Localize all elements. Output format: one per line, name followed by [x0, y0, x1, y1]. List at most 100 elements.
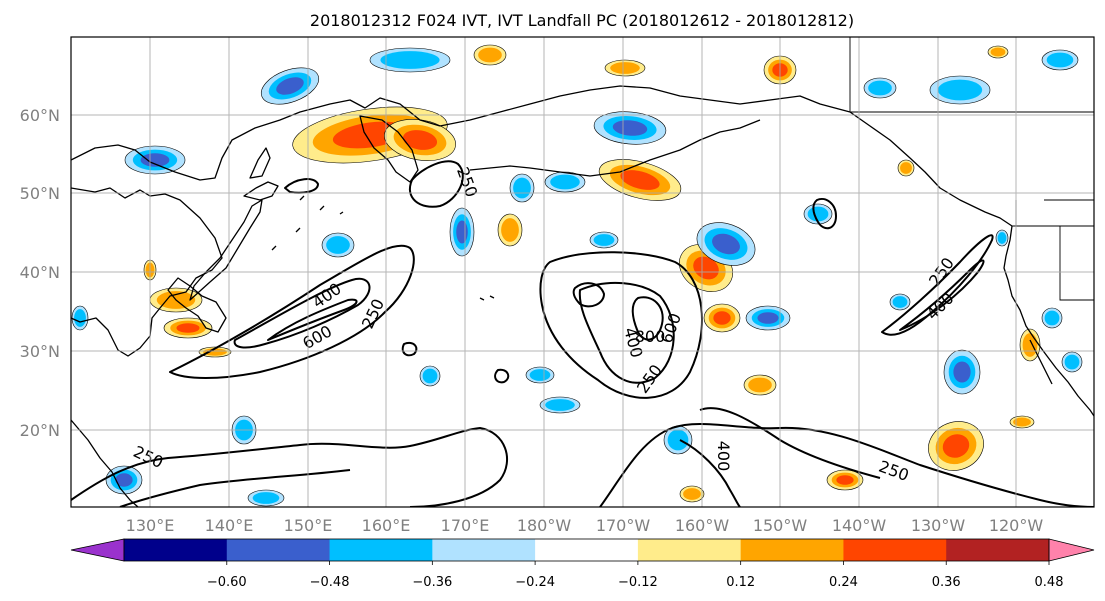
anomaly-shade — [990, 47, 1006, 57]
colorbar-extend-low — [70, 538, 125, 562]
anomaly-region — [679, 485, 705, 503]
lon-label: 160°E — [362, 516, 411, 535]
anomaly-shade — [513, 177, 531, 199]
lon-label: 120°W — [989, 516, 1044, 535]
anomaly-shade — [550, 174, 580, 190]
anomaly-shade — [900, 162, 912, 174]
anomaly-region — [929, 75, 991, 105]
anomaly-shade — [1022, 333, 1038, 357]
ivt-anomaly-fills — [71, 44, 1083, 507]
colorbar-tick-label: −0.24 — [515, 575, 555, 590]
anomaly-region — [260, 67, 320, 105]
colorbar-extend-high — [1048, 538, 1095, 562]
anomaly-shade — [1064, 354, 1080, 370]
anomaly-shade — [997, 232, 1007, 244]
anomaly-shade — [478, 47, 502, 63]
anomaly-shade — [610, 62, 640, 74]
anomaly-region — [663, 425, 693, 455]
anomaly-region — [1019, 328, 1041, 362]
anomaly-region — [826, 469, 864, 491]
anomaly-region — [604, 59, 646, 77]
anomaly-shade — [892, 296, 908, 308]
lat-label-50n: 50°N — [20, 184, 60, 203]
anomaly-region — [321, 232, 355, 258]
colorbar-segment — [843, 539, 947, 561]
anomaly-region — [449, 207, 475, 257]
colorbar-segment — [535, 539, 639, 561]
lon-label: 130°W — [911, 516, 966, 535]
anomaly-shade — [176, 323, 200, 333]
anomaly-shade — [1046, 52, 1074, 68]
anomaly-region — [163, 317, 213, 339]
anomaly-region — [696, 222, 756, 266]
lon-label: 170°E — [441, 516, 490, 535]
anomaly-shade — [868, 80, 892, 96]
anomaly-shade — [115, 473, 133, 487]
colorbar-segment — [637, 539, 742, 561]
anomaly-region — [598, 159, 682, 201]
anomaly-shade — [942, 434, 970, 458]
anomaly-region — [419, 365, 441, 387]
lon-label: 170°W — [596, 516, 651, 535]
anomaly-shade — [620, 170, 660, 190]
anomaly-shade — [252, 492, 280, 504]
anomaly-region — [369, 47, 451, 73]
anomaly-region — [803, 203, 833, 225]
lon-label: 180°W — [517, 516, 572, 535]
anomaly-shade — [140, 153, 170, 167]
anomaly-shade — [712, 233, 740, 255]
plot-frame — [70, 36, 1095, 508]
anomaly-shade — [693, 256, 719, 280]
anomaly-shade — [748, 377, 772, 393]
anomaly-shade — [380, 51, 440, 69]
anomaly-shade — [501, 218, 519, 242]
anomaly-region — [71, 305, 89, 331]
anomaly-shade — [807, 206, 829, 222]
colorbar-frame — [123, 538, 1050, 562]
anomaly-shade — [456, 220, 468, 244]
anomaly-region — [473, 44, 507, 66]
anomaly-shade — [667, 429, 689, 451]
anomaly-shade — [529, 369, 551, 381]
anomaly-shade — [74, 309, 86, 327]
lon-label: 140°W — [832, 516, 887, 535]
contour-label: 400 — [714, 441, 733, 472]
anomaly-region — [1041, 49, 1079, 71]
colorbar-segment — [946, 539, 1050, 561]
anomaly-region — [384, 119, 456, 161]
anomaly-region — [497, 213, 523, 247]
colorbar-tick-label: 0.36 — [932, 575, 961, 590]
anomaly-shade — [203, 348, 227, 356]
anomaly-shade — [1044, 310, 1060, 326]
contour-label: 800 — [635, 327, 666, 346]
lat-label-30n: 30°N — [20, 342, 60, 361]
colorbar-tick-label: 0.24 — [829, 575, 858, 590]
anomaly-region — [589, 231, 619, 249]
lon-label: 150°W — [753, 516, 808, 535]
anomaly-shade — [713, 311, 731, 325]
anomaly-region — [1041, 307, 1063, 329]
latitude-labels: 60°N 50°N 40°N 30°N 20°N — [20, 106, 60, 440]
anomaly-shade — [612, 120, 648, 136]
anomaly-region — [1061, 351, 1083, 373]
anomaly-region — [593, 111, 667, 145]
lon-label: 160°W — [675, 516, 730, 535]
colorbar-tick-label: −0.60 — [207, 575, 247, 590]
anomaly-region — [124, 145, 186, 175]
colorbar-tick-label: −0.36 — [412, 575, 452, 590]
anomaly-region — [539, 396, 581, 414]
anomaly-region — [987, 45, 1009, 59]
colorbar-tick-label: 0.48 — [1035, 575, 1064, 590]
anomaly-shade — [953, 361, 971, 383]
anomaly-shade — [1013, 417, 1031, 427]
lat-label-60n: 60°N — [20, 106, 60, 125]
anomaly-region — [544, 171, 586, 193]
anomaly-shade — [757, 312, 779, 324]
colorbar-segment — [432, 539, 536, 561]
colorbar: −0.60 −0.48 −0.36 −0.24 −0.12 0.12 0.24 0.36 0.4… — [70, 538, 1095, 590]
anomaly-region — [509, 173, 535, 203]
anomaly-region — [743, 374, 777, 396]
anomaly-shade — [326, 236, 350, 254]
anomaly-region — [863, 77, 897, 99]
colorbar-segment — [226, 539, 331, 561]
